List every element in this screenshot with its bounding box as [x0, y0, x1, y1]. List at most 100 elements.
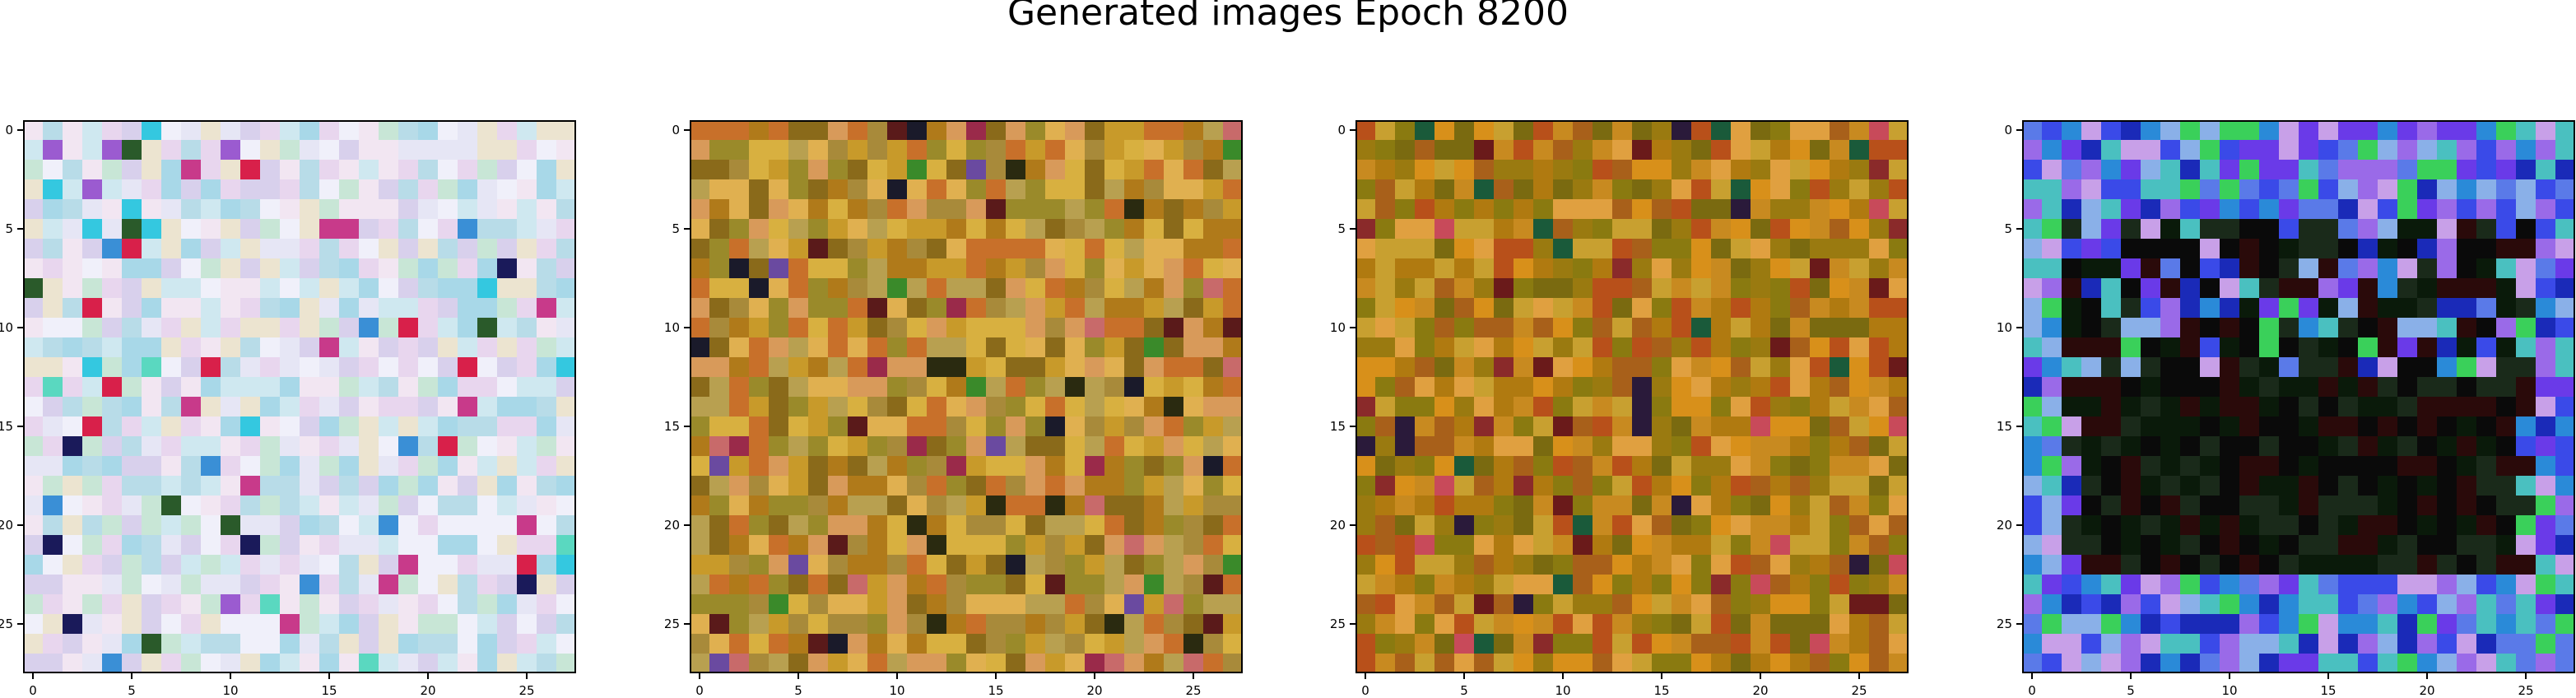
pixel-cell: [1869, 614, 1890, 635]
x-tick-mark: [1193, 673, 1194, 679]
pixel-cell: [2220, 199, 2240, 220]
pixel-cell: [1223, 496, 1243, 516]
pixel-cell: [1183, 436, 1204, 457]
pixel-cell: [181, 239, 202, 259]
x-tick-label: 15: [321, 683, 337, 698]
pixel-cell: [2476, 575, 2497, 595]
pixel-cell: [221, 337, 241, 358]
pixel-cell: [2536, 496, 2556, 516]
pixel-cell: [1006, 199, 1026, 220]
pixel-cell: [867, 140, 888, 161]
pixel-cell: [2496, 160, 2517, 180]
pixel-cell: [1223, 160, 1243, 180]
pixel-cell: [966, 120, 987, 141]
pixel-cell: [1045, 357, 1066, 378]
pixel-cell: [1593, 199, 1613, 220]
x-tick-label: 5: [128, 683, 136, 698]
pixel-cell: [690, 160, 710, 180]
pixel-cell: [729, 219, 750, 240]
pixel-cell: [828, 357, 849, 378]
pixel-cell: [1065, 496, 1086, 516]
pixel-cell: [122, 476, 142, 496]
pixel-cell: [23, 239, 44, 259]
pixel-cell: [398, 515, 419, 536]
pixel-cell: [221, 436, 241, 457]
pixel-cell: [1869, 436, 1890, 457]
pixel-cell: [142, 258, 162, 279]
pixel-cell: [1203, 575, 1224, 595]
pixel-cell: [907, 476, 928, 496]
pixel-cell: [2437, 160, 2457, 180]
pixel-cell: [556, 318, 576, 338]
pixel-cell: [986, 614, 1007, 635]
pixel-cell: [181, 634, 202, 654]
pixel-cell: [1790, 555, 1811, 575]
pixel-cell: [1790, 654, 1811, 673]
pixel-cell: [240, 357, 261, 378]
pixel-cell: [1415, 160, 1435, 180]
pixel-cell: [1124, 120, 1145, 141]
pixel-cell: [142, 634, 162, 654]
pixel-cell: [2259, 258, 2280, 279]
pixel-cell: [2437, 258, 2457, 279]
pixel-cell: [2536, 258, 2556, 279]
pixel-cell: [458, 416, 478, 437]
pixel-cell: [1104, 634, 1125, 654]
pixel-cell: [1790, 140, 1811, 161]
pixel-cell: [379, 357, 399, 378]
pixel-cell: [867, 594, 888, 615]
pixel-cell: [1164, 337, 1184, 358]
pixel-cell: [2022, 120, 2043, 141]
pixel-cell: [1731, 179, 1751, 200]
pixel-cell: [1672, 614, 1692, 635]
pixel-cell: [2022, 298, 2043, 319]
pixel-cell: [181, 436, 202, 457]
pixel-cell: [398, 278, 419, 299]
pixel-cell: [2279, 199, 2299, 220]
pixel-cell: [1553, 278, 1574, 299]
pixel-cell: [201, 199, 221, 220]
pixel-cell: [2180, 377, 2201, 398]
pixel-cell: [2121, 318, 2141, 338]
pixel-cell: [1889, 199, 1909, 220]
pixel-cell: [1691, 357, 1712, 378]
pixel-cell: [1454, 140, 1475, 161]
pixel-cell: [221, 357, 241, 378]
pixel-cell: [887, 654, 908, 673]
pixel-cell: [161, 298, 182, 319]
pixel-cell: [1415, 179, 1435, 200]
pixel-cell: [1164, 416, 1184, 437]
pixel-cell: [1830, 239, 1850, 259]
pixel-cell: [1830, 357, 1850, 378]
pixel-cell: [418, 476, 439, 496]
pixel-cell: [1454, 318, 1475, 338]
pixel-cell: [1573, 496, 1593, 516]
pixel-cell: [867, 160, 888, 180]
pixel-cell: [1415, 476, 1435, 496]
pixel-cell: [1415, 515, 1435, 536]
pixel-cell: [161, 555, 182, 575]
pixel-cell: [1553, 416, 1574, 437]
pixel-cell: [907, 575, 928, 595]
pixel-cell: [319, 634, 340, 654]
pixel-cell: [1415, 357, 1435, 378]
pixel-cell: [1573, 634, 1593, 654]
pixel-cell: [729, 239, 750, 259]
pixel-cell: [398, 634, 419, 654]
pixel-cell: [2457, 258, 2477, 279]
pixel-cell: [2259, 160, 2280, 180]
pixel-cell: [280, 575, 300, 595]
pixel-cell: [1810, 535, 1830, 556]
pixel-cell: [2259, 357, 2280, 378]
pixel-cell: [537, 515, 557, 536]
pixel-cell: [63, 654, 83, 673]
pixel-cell: [1553, 614, 1574, 635]
pixel-cell: [2496, 318, 2517, 338]
pixel-cell: [1454, 575, 1475, 595]
pixel-cell: [1612, 496, 1633, 516]
pixel-cell: [2042, 575, 2062, 595]
pixel-cell: [102, 436, 123, 457]
pixel-cell: [2180, 634, 2201, 654]
pixel-cell: [2101, 377, 2122, 398]
pixel-cell: [2358, 160, 2378, 180]
